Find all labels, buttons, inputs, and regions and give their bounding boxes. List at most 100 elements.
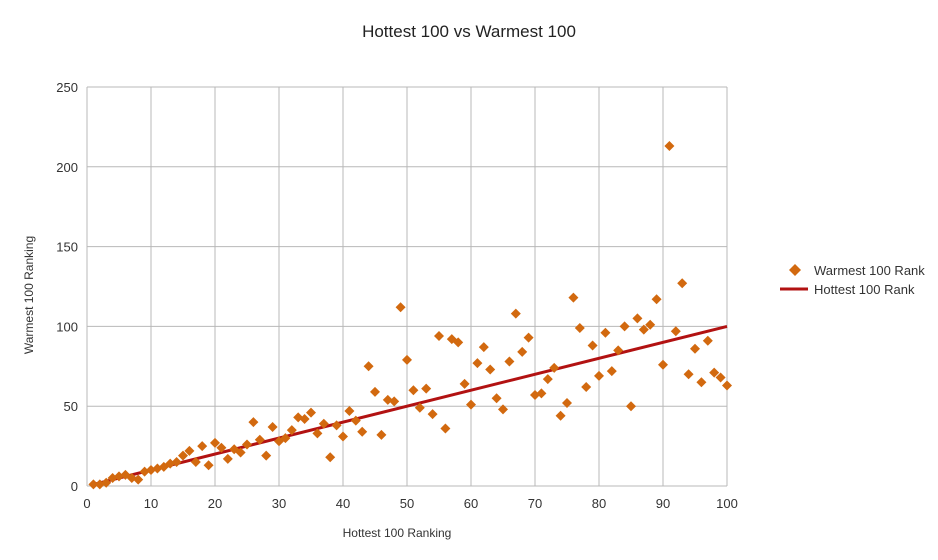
data-point: [235, 447, 246, 458]
data-point: [651, 294, 662, 305]
data-point: [427, 409, 438, 420]
legend-label-hottest: Hottest 100 Rank: [814, 282, 915, 297]
data-point: [555, 410, 566, 421]
x-tick-label: 60: [464, 496, 478, 511]
data-point: [478, 342, 489, 353]
data-point: [715, 372, 726, 383]
x-tick-label: 50: [400, 496, 414, 511]
data-point: [280, 433, 291, 444]
data-point: [338, 431, 348, 442]
data-point: [632, 313, 643, 324]
data-point: [491, 393, 502, 404]
data-point: [472, 358, 483, 369]
data-point: [325, 452, 336, 463]
data-point: [613, 345, 624, 356]
data-point: [421, 383, 432, 394]
data-point: [562, 398, 572, 409]
grid: [86, 86, 728, 487]
data-point: [549, 362, 560, 373]
data-point: [242, 439, 252, 450]
data-point: [171, 457, 182, 468]
data-point: [440, 423, 451, 434]
data-point: [286, 425, 297, 436]
data-point: [645, 319, 656, 330]
data-point: [709, 367, 720, 378]
data-point: [261, 450, 272, 461]
data-point: [664, 141, 675, 152]
data-point: [197, 441, 208, 452]
data-point: [606, 366, 617, 377]
data-point: [510, 308, 521, 319]
data-point: [619, 321, 630, 332]
legend-label-warmest: Warmest 100 Rank: [814, 263, 925, 278]
data-point: [210, 437, 220, 448]
data-point: [690, 343, 700, 354]
x-tick-label: 100: [716, 496, 738, 511]
data-point: [376, 429, 387, 440]
data-point: [638, 324, 649, 335]
data-point: [254, 434, 265, 445]
data-point: [504, 356, 515, 367]
data-point: [408, 385, 419, 396]
x-tick-label: 80: [592, 496, 606, 511]
x-tick-label: 30: [272, 496, 286, 511]
data-point: [658, 359, 668, 370]
data-point: [677, 278, 688, 289]
data-point: [453, 337, 464, 348]
data-point: [594, 370, 604, 381]
chart-title: Hottest 100 vs Warmest 100: [362, 22, 576, 41]
data-point: [389, 396, 400, 407]
data-point: [459, 378, 470, 389]
data-point: [190, 457, 201, 468]
y-tick-label: 50: [64, 399, 78, 414]
data-point: [133, 474, 144, 485]
x-tick-label: 10: [144, 496, 158, 511]
line-series: [93, 324, 728, 486]
legend-marker-warmest: [789, 264, 801, 276]
scatter-series: [88, 141, 732, 490]
y-tick-label: 150: [56, 240, 78, 255]
x-tick-label: 20: [208, 496, 222, 511]
data-point: [306, 407, 316, 418]
data-point: [722, 380, 732, 391]
data-point: [203, 460, 214, 471]
data-point: [498, 404, 508, 415]
y-tick-label: 200: [56, 160, 78, 175]
data-point: [357, 426, 368, 437]
data-point: [267, 421, 278, 432]
data-point: [363, 361, 374, 372]
data-point: [222, 453, 233, 464]
data-point: [574, 322, 585, 333]
data-point: [568, 292, 579, 303]
data-point: [299, 413, 310, 424]
y-tick-label: 100: [56, 319, 78, 334]
data-point: [581, 382, 592, 393]
data-point: [696, 377, 707, 388]
y-axis-title: Warmest 100 Ranking: [22, 236, 36, 354]
data-point: [370, 386, 380, 397]
x-tick-label: 90: [656, 496, 670, 511]
data-point: [350, 415, 361, 426]
data-point: [434, 330, 444, 341]
data-point: [312, 428, 323, 439]
data-point: [318, 418, 329, 429]
data-point: [523, 332, 534, 343]
data-point: [248, 417, 259, 428]
data-point: [517, 346, 528, 357]
hottest-rank-line: [93, 324, 728, 486]
data-point: [587, 340, 598, 351]
x-tick-label: 70: [528, 496, 542, 511]
data-point: [178, 450, 188, 461]
x-axis-title: Hottest 100 Ranking: [343, 526, 452, 540]
data-point: [466, 399, 476, 410]
data-point: [702, 335, 713, 346]
data-point: [542, 374, 553, 385]
data-point: [344, 405, 355, 416]
data-point: [101, 477, 112, 488]
x-tick-label: 0: [83, 496, 90, 511]
legend: Warmest 100 Rank Hottest 100 Rank: [780, 263, 925, 297]
y-tick-label: 0: [71, 479, 78, 494]
y-tick-label: 250: [56, 80, 78, 95]
tick-labels: 0 10 20 30 40 50 60 70 80 90 100 0 50 100 150 200 250: [56, 80, 738, 511]
